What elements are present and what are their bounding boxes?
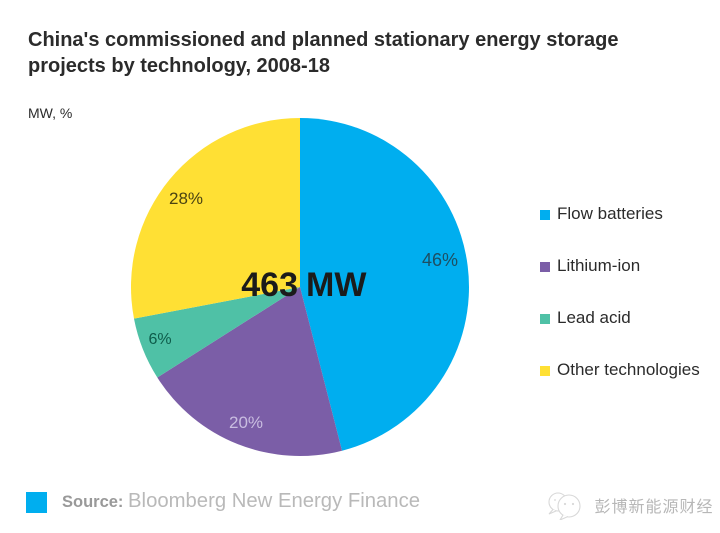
- svg-text:46%: 46%: [422, 250, 458, 270]
- svg-text:MW: MW: [306, 266, 367, 304]
- svg-text:6%: 6%: [148, 331, 171, 348]
- svg-text:28%: 28%: [169, 189, 203, 208]
- svg-text:20%: 20%: [229, 413, 263, 432]
- svg-text:463: 463: [241, 266, 298, 304]
